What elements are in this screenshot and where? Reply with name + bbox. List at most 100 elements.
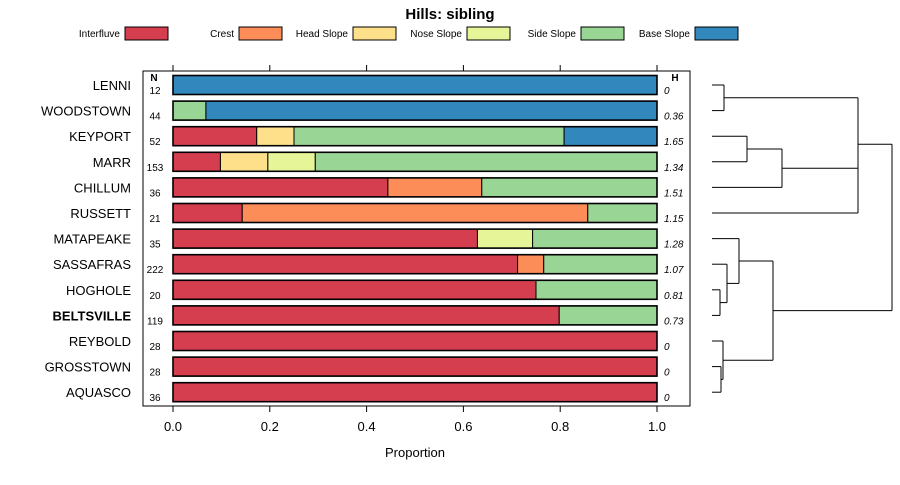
bar-segment [293,126,565,147]
row-label: AQUASCO [66,385,131,400]
bar-outline [172,151,658,173]
bar-segment [172,279,537,300]
row-n-value: 36 [149,188,161,199]
bar-outline [172,177,658,198]
legend-swatch [580,26,625,41]
bar-outline [172,74,658,96]
n-header: N [150,73,157,84]
bar-segment [476,228,534,249]
row-label: HOGHOLE [66,283,131,298]
bar-segment [172,356,658,377]
row-label: BELTSVILLE [53,308,132,323]
row-label: MARR [93,155,131,170]
bar-segment [558,305,658,326]
x-axis-title: Proportion [385,445,445,460]
x-tick-label: 0.6 [454,419,472,434]
bar-segment [314,151,658,172]
row-h-value: 0 [664,393,670,404]
bar-segment [172,177,389,198]
row-n-value: 28 [149,342,161,353]
plot-frame [142,70,691,407]
bar-segment [172,126,258,147]
row-label: SASSAFRAS [53,257,131,272]
row-h-value: 1.15 [664,214,684,225]
row-h-value: 1.34 [664,163,684,174]
plot-area: N H LENNI 12 0 WOODSTOWN 44 0.36 KEYPORT 52 1.65 MA… [41,65,691,434]
row-label: REYBOLD [69,334,131,349]
bar-outline [172,202,658,224]
legend-label: Base Slope [639,29,691,40]
row-h-value: 0.36 [664,112,684,123]
bar-outline [172,330,658,352]
legend-swatch [124,26,169,41]
row-n-value: 12 [149,86,161,97]
legend: Interfluve Crest Head Slope Nose Slope Side … [79,26,739,41]
bar-segment [172,331,658,351]
bar-outline [172,253,658,275]
bar-segment [587,203,658,223]
bar-segment [481,177,658,198]
x-tick-label: 0.4 [358,419,376,434]
row-h-value: 1.28 [664,240,684,251]
bar-segment [172,305,560,326]
row-n-value: 21 [149,214,161,225]
bar-segment [543,254,658,275]
bar-segment [256,126,295,147]
bar-segment [517,254,545,275]
row-label: WOODSTOWN [41,104,131,119]
row-label: GROSSTOWN [45,360,131,375]
bar-segment [205,100,658,121]
row-n-value: 119 [147,316,163,327]
legend-label: Side Slope [528,29,577,40]
legend-swatch [466,26,511,41]
row-label: RUSSETT [70,206,131,221]
row-n-value: 153 [147,163,164,174]
x-tick-label: 0.8 [551,419,569,434]
bar-outline [172,381,658,403]
row-h-value: 0.73 [664,316,684,327]
row-label: CHILLUM [74,180,131,195]
chart-title: Hills: sibling [405,6,494,23]
x-tick-label: 0.0 [164,419,182,434]
bar-segment [172,100,207,121]
bar-segment [241,203,589,223]
legend-label: Nose Slope [410,29,462,40]
bar-segment [172,228,478,249]
row-n-value: 20 [149,291,161,302]
legend-label: Interfluve [79,29,121,40]
bar-segment [172,254,519,275]
legend-swatch [352,26,397,41]
bar-segment [172,75,658,95]
bar-segment [387,177,483,198]
row-label: KEYPORT [69,129,131,144]
row-label: MATAPEAKE [53,232,131,247]
bar-outline [172,100,658,121]
row-n-value: 52 [149,137,161,148]
bar-segment [172,151,221,172]
row-h-value: 0 [664,342,670,353]
legend-label: Crest [210,29,234,40]
bar-segment [172,203,243,223]
bar-segment [267,151,316,172]
row-n-value: 35 [149,240,161,251]
x-tick-label: 0.2 [261,419,279,434]
row-h-value: 0 [664,368,670,379]
row-h-value: 0.81 [664,291,683,302]
dendrogram [712,84,893,393]
h-header: H [671,73,678,84]
bar-outline [172,279,658,301]
row-n-value: 36 [149,393,161,404]
bar-segment [532,228,658,249]
bar-segment [172,382,658,403]
bar-outline [172,228,658,249]
row-h-value: 1.51 [664,188,683,199]
bar-segment [219,151,269,172]
row-label: LENNI [93,78,131,93]
row-h-value: 1.07 [664,265,684,276]
bar-outline [172,356,658,377]
legend-swatch [238,26,283,41]
bar-outline [172,125,658,147]
row-n-value: 44 [149,112,161,123]
row-h-value: 0 [664,86,670,97]
bar-segment [563,126,658,147]
